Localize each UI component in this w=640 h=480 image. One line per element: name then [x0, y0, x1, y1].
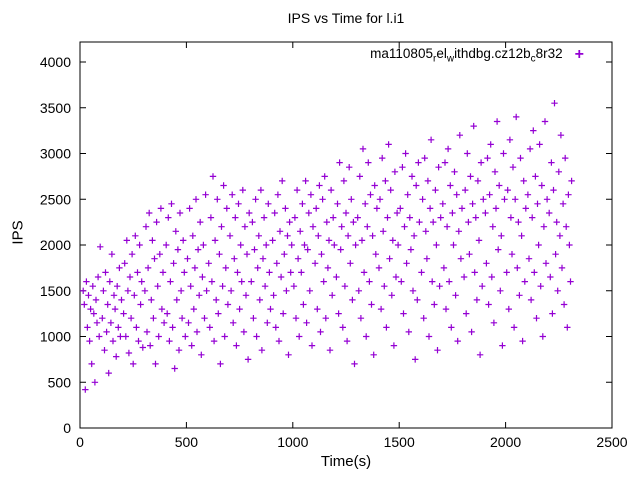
legend-series-label: ma110805relwithdbg.cz12bc8r32	[370, 46, 563, 65]
legend: ma110805relwithdbg.cz12bc8r32 +	[370, 46, 584, 65]
plus-marker-icon: +	[574, 46, 584, 64]
axis-ticks	[79, 42, 613, 429]
y-tick-label: 3000	[40, 146, 71, 162]
y-axis-label: IPS	[9, 220, 27, 245]
chart-title: IPS vs Time for l.i1	[287, 10, 405, 26]
y-tick-label: 0	[63, 420, 71, 436]
x-tick-label: 2500	[596, 434, 627, 450]
y-tick-label: 1500	[40, 283, 71, 299]
x-tick-label: 2000	[490, 434, 521, 450]
data-points	[80, 100, 575, 393]
y-tick-label: 1000	[40, 329, 71, 345]
x-tick-label: 500	[175, 434, 199, 450]
x-tick-label: 0	[76, 434, 84, 450]
y-tick-label: 2000	[40, 237, 71, 253]
x-tick-label: 1500	[384, 434, 415, 450]
x-axis-label: Time(s)	[320, 453, 372, 470]
x-tick-label: 1000	[277, 434, 308, 450]
y-tick-label: 4000	[40, 54, 71, 70]
plot-border	[79, 41, 613, 429]
y-tick-label: 3500	[40, 100, 71, 116]
y-tick-label: 500	[48, 374, 72, 390]
y-tick-label: 2500	[40, 191, 71, 207]
